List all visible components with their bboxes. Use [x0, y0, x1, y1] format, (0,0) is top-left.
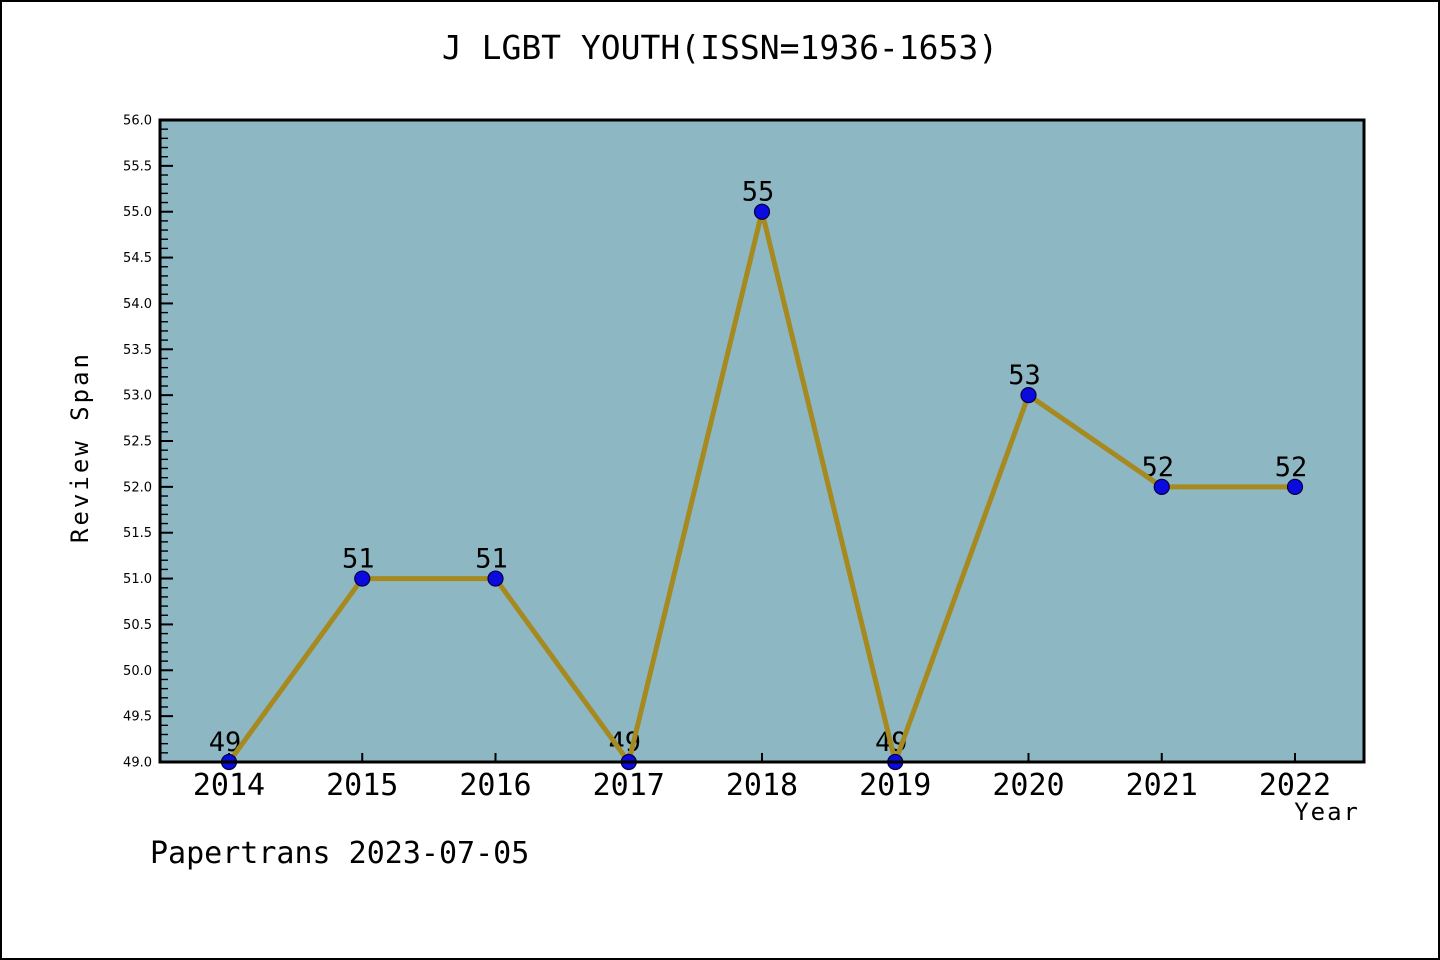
y-tick-label: 55.0: [123, 205, 152, 220]
data-point: [753, 203, 771, 220]
x-tick-label: 2017: [593, 768, 665, 803]
x-tick-label: 2015: [326, 768, 398, 803]
point-label: 55: [742, 177, 775, 208]
point-label: 52: [1275, 452, 1308, 483]
y-tick-label: 51.0: [123, 572, 152, 587]
point-label: 51: [475, 544, 508, 575]
y-tick-label: 56.0: [123, 114, 152, 129]
y-tick-label: 50.0: [123, 664, 152, 679]
data-point: [1153, 478, 1170, 495]
y-tick-label: 49.0: [123, 756, 152, 771]
point-label: 53: [1008, 360, 1041, 391]
y-tick-label: 52.0: [123, 480, 152, 495]
y-axis-ticks: 49.0 49.5 50.0 50.5 51.0 51.5 52.0 52.5 53.0 53.5…: [123, 114, 173, 771]
data-points: [220, 203, 1304, 771]
y-tick-label: 54.0: [123, 297, 152, 312]
x-tick-label: 2018: [726, 768, 798, 803]
data-point: [354, 570, 371, 587]
y-tick-label: 52.5: [123, 435, 152, 450]
x-tick-label: 2019: [859, 768, 931, 803]
y-tick-label: 50.5: [123, 618, 152, 633]
data-point: [1286, 478, 1304, 495]
y-tick-label: 55.5: [123, 159, 152, 174]
x-tick-label: 2020: [992, 768, 1064, 803]
x-tick-label: 2021: [1126, 768, 1198, 803]
plot-background: [160, 120, 1364, 762]
y-tick-label: 53.5: [123, 343, 152, 358]
x-tick-label: 2016: [459, 768, 531, 803]
x-axis-title: Year: [1294, 798, 1360, 826]
y-tick-label: 49.5: [123, 710, 152, 725]
point-label: 51: [342, 544, 375, 575]
data-point: [1020, 387, 1037, 404]
x-axis-ticks: 2014 2015 2016 2017 2018 2019 2020 2021 2022: [193, 753, 1331, 803]
footer-watermark: Papertrans 2023-07-05: [150, 836, 530, 871]
plot-frame: [158, 118, 1366, 764]
x-tick-label: 2022: [1259, 768, 1331, 803]
y-tick-label: 51.5: [123, 526, 152, 541]
y-tick-label: 54.5: [123, 251, 152, 266]
chart-title: J LGBT YOUTH(ISSN=1936-1653): [441, 28, 999, 67]
x-tick-label: 2014: [193, 768, 265, 803]
y-tick-label: 53.0: [123, 389, 152, 404]
data-point: [487, 570, 504, 587]
